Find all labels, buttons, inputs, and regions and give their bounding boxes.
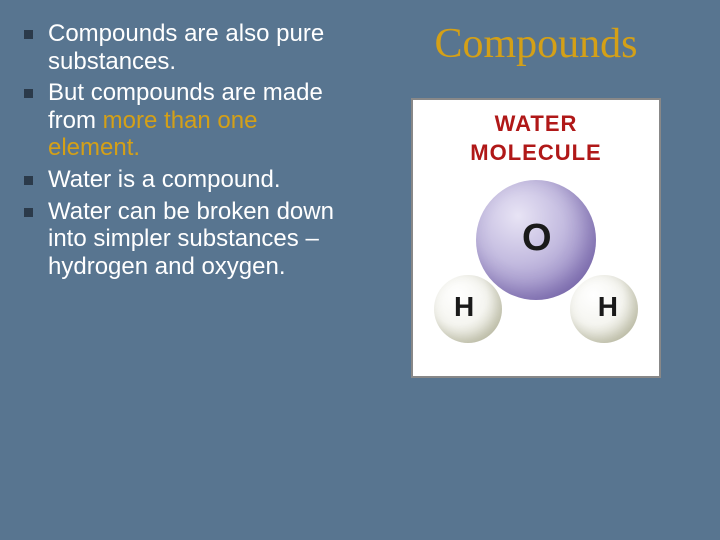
bullet-square-icon (24, 89, 33, 98)
bullet-text: Water can be broken down into simpler su… (48, 198, 334, 280)
oxygen-label: O (522, 217, 552, 260)
molecule-image: WATER MOLECULE O H H (411, 98, 661, 378)
list-item: Water can be broken down into simpler su… (18, 198, 350, 281)
right-column: Compounds WATER MOLECULE O H H (360, 20, 702, 520)
bullet-text: Water is a compound. (48, 166, 281, 193)
caption-line2: MOLECULE (470, 140, 601, 165)
molecule-diagram: O H H (426, 175, 646, 345)
list-item: But compounds are made from more than on… (18, 79, 350, 162)
bullet-text: Compounds are also pure substances. (48, 20, 324, 75)
hydrogen-label: H (598, 291, 618, 323)
slide: Compounds are also pure substances. But … (0, 0, 720, 540)
left-column: Compounds are also pure substances. But … (18, 20, 360, 520)
image-caption: WATER MOLECULE (421, 110, 651, 167)
bullet-square-icon (24, 208, 33, 217)
bullet-square-icon (24, 30, 33, 39)
bullet-square-icon (24, 176, 33, 185)
bullet-list: Compounds are also pure substances. But … (18, 20, 350, 280)
page-title: Compounds (370, 20, 702, 68)
caption-line1: WATER (495, 111, 578, 136)
hydrogen-label: H (454, 291, 474, 323)
list-item: Water is a compound. (18, 166, 350, 194)
list-item: Compounds are also pure substances. (18, 20, 350, 75)
